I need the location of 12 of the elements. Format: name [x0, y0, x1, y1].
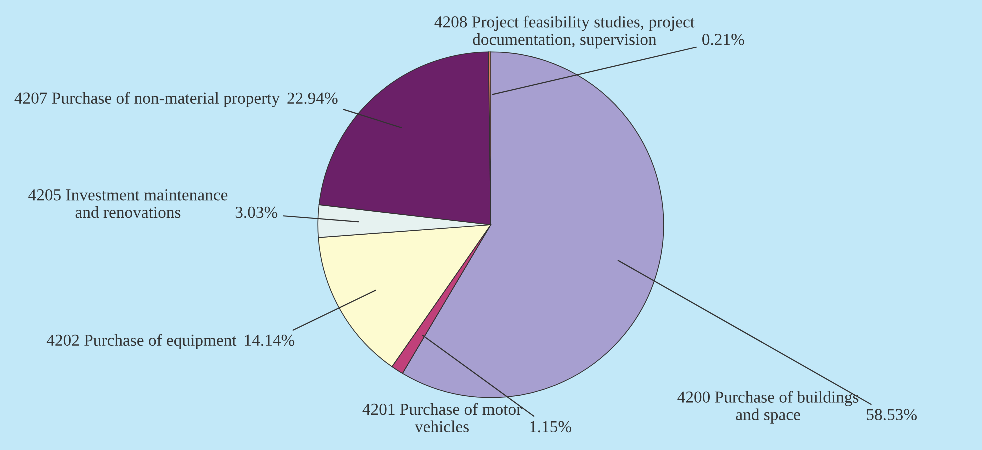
slice-label: 4202 Purchase of equipment	[46, 334, 237, 350]
slice-label: 4200 Purchase of buildings and space	[678, 391, 859, 424]
data-label: 58.53%	[867, 409, 917, 421]
slice-label: 4201 Purchase of motor vehicles	[362, 403, 522, 433]
data-label: 14.14%	[245, 334, 295, 346]
slice-label: 4207 Purchase of non-material property	[14, 92, 280, 108]
slice-label: 4205 Investment maintenance and renovations	[28, 189, 228, 218]
data-label: 0.21%	[702, 34, 744, 46]
data-label: 1.15%	[530, 421, 572, 433]
data-label: 22.94%	[288, 92, 338, 104]
data-label: 3.03%	[236, 206, 278, 218]
slice-label: 4208 Project feasibility studies, project documentation, supervision	[434, 16, 695, 49]
